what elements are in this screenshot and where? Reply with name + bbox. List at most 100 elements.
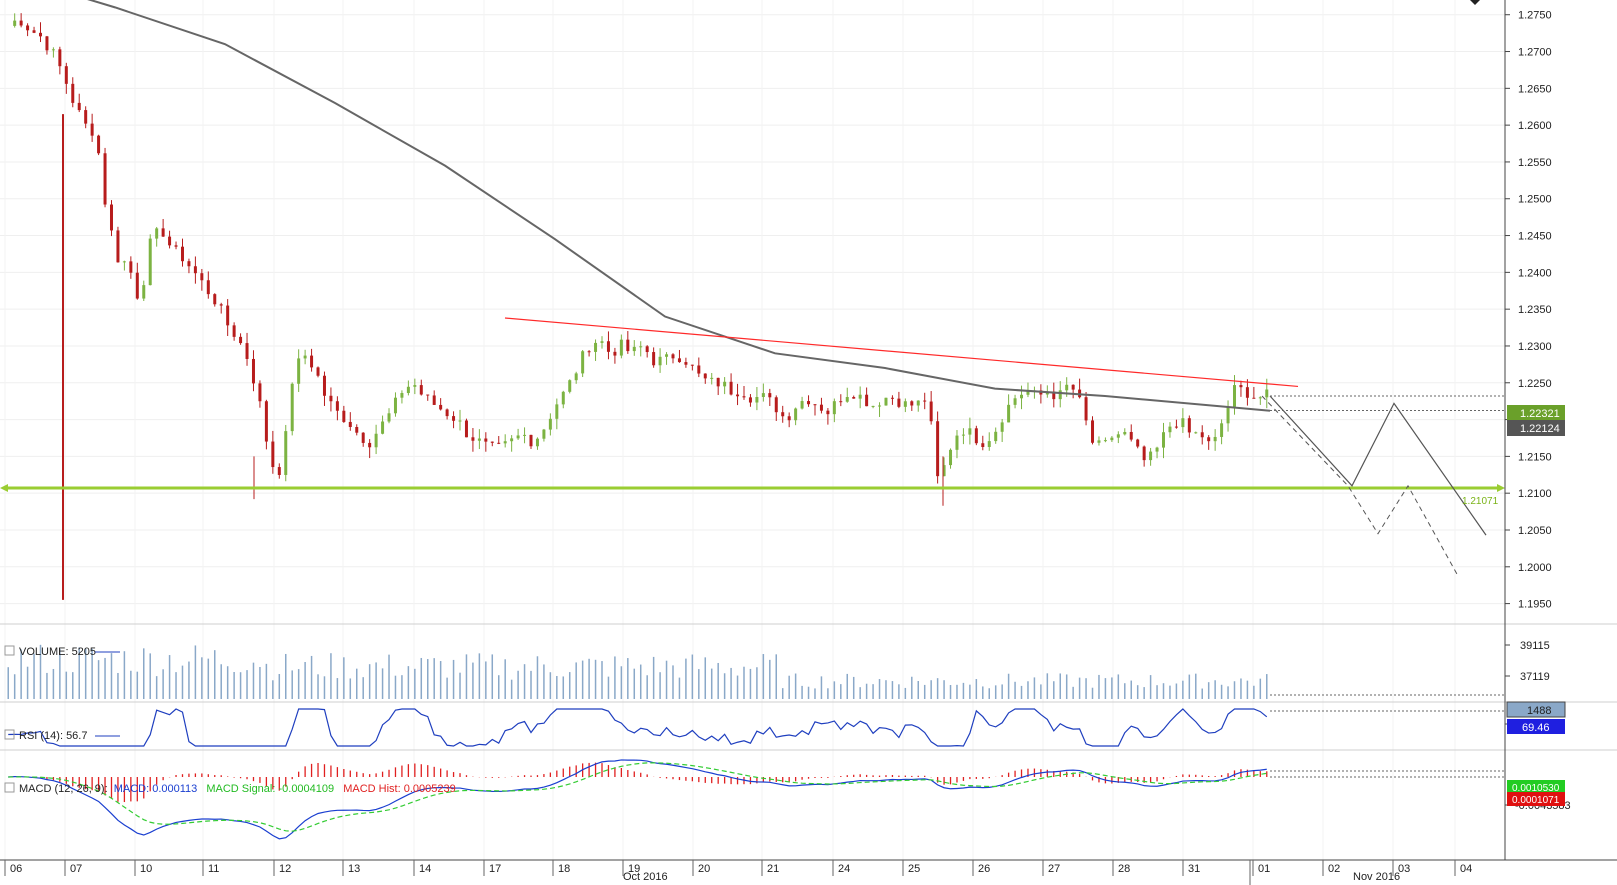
candle-down bbox=[471, 437, 475, 441]
candle-down bbox=[690, 364, 694, 366]
candle-up bbox=[477, 438, 481, 441]
ma-price-label: 1.22124 bbox=[1507, 420, 1565, 436]
candle-down bbox=[813, 404, 817, 406]
candle-down bbox=[200, 273, 204, 281]
candle-up bbox=[761, 393, 765, 397]
candle-up bbox=[387, 413, 391, 422]
candle-up bbox=[658, 356, 662, 366]
candle-down bbox=[819, 404, 823, 411]
candle-down bbox=[897, 398, 901, 407]
candle-down bbox=[264, 401, 268, 442]
candle-down bbox=[168, 236, 172, 246]
price-tick-label: 1.2500 bbox=[1518, 194, 1552, 206]
price-tick-label: 1.2250 bbox=[1518, 378, 1552, 390]
candle-down bbox=[180, 246, 184, 262]
candle-up bbox=[122, 261, 126, 263]
candle-up bbox=[1103, 440, 1107, 442]
candle-down bbox=[1187, 418, 1191, 433]
price-tick-label: 1.1950 bbox=[1518, 599, 1552, 611]
candle-down bbox=[348, 421, 352, 428]
candle-up bbox=[871, 405, 875, 407]
candle-up bbox=[600, 341, 604, 343]
macd-legend-macd: MACD: 0.000113 bbox=[114, 783, 198, 795]
candle-up bbox=[523, 434, 527, 436]
candle-up bbox=[884, 397, 888, 406]
candle-down bbox=[1071, 384, 1075, 390]
candle-up bbox=[284, 431, 288, 475]
candle-up bbox=[994, 431, 998, 442]
volume-legend-label: VOLUME: 5205 bbox=[19, 646, 96, 658]
date-tick-label: 01 bbox=[1258, 863, 1270, 875]
rsi-collapse-icon[interactable] bbox=[4, 729, 15, 740]
price-tick-label: 1.2150 bbox=[1518, 451, 1552, 463]
candle-up bbox=[723, 381, 727, 387]
candle-down bbox=[361, 432, 365, 443]
candle-down bbox=[671, 354, 675, 359]
rsi-last-value: 69.46 bbox=[1522, 722, 1550, 734]
candle-down bbox=[445, 409, 449, 417]
candle-down bbox=[129, 261, 133, 273]
candle-down bbox=[587, 351, 591, 353]
price-tick-label: 1.2700 bbox=[1518, 47, 1552, 59]
price-tick-label: 1.2550 bbox=[1518, 157, 1552, 169]
candle-down bbox=[923, 400, 927, 402]
candle-up bbox=[574, 373, 578, 381]
date-tick-label: 21 bbox=[767, 863, 779, 875]
candle-up bbox=[1026, 390, 1030, 395]
price-tick-label: 1.2000 bbox=[1518, 562, 1552, 574]
candle-up bbox=[878, 405, 882, 407]
candle-down bbox=[1084, 397, 1088, 421]
candle-up bbox=[51, 49, 55, 51]
candle-down bbox=[316, 367, 320, 376]
candle-up bbox=[503, 441, 507, 444]
candle-up bbox=[955, 435, 959, 450]
candle-down bbox=[839, 401, 843, 403]
candle-up bbox=[400, 393, 404, 398]
candle-up bbox=[13, 20, 17, 26]
candle-down bbox=[97, 135, 101, 154]
candle-down bbox=[419, 385, 423, 395]
candle-down bbox=[807, 401, 811, 405]
candle-down bbox=[652, 352, 656, 366]
date-tick-label: 11 bbox=[208, 863, 219, 875]
candle-down bbox=[19, 20, 23, 26]
candle-down bbox=[342, 410, 346, 422]
candle-up bbox=[832, 401, 836, 415]
candle-down bbox=[826, 410, 830, 415]
candle-up bbox=[949, 449, 953, 466]
candle-up bbox=[581, 351, 585, 374]
date-tick-label: 07 bbox=[70, 863, 82, 875]
price-tick-label: 1.2450 bbox=[1518, 231, 1552, 243]
candle-down bbox=[677, 358, 681, 363]
price-tick-label: 1.2750 bbox=[1518, 10, 1552, 22]
date-tick-label: 27 bbox=[1048, 863, 1060, 875]
candle-down bbox=[910, 401, 914, 406]
candle-down bbox=[103, 153, 107, 205]
candle-down bbox=[742, 396, 746, 398]
candle-down bbox=[606, 341, 610, 352]
macd-collapse-icon[interactable] bbox=[4, 782, 15, 793]
volume-collapse-icon[interactable] bbox=[4, 645, 15, 656]
date-tick-label: 10 bbox=[140, 863, 152, 875]
candle-down bbox=[90, 123, 94, 136]
candle-up bbox=[710, 377, 714, 379]
candle-down bbox=[936, 421, 940, 477]
candle-up bbox=[639, 346, 643, 348]
candle-down bbox=[116, 230, 120, 263]
macd-hist-box-label: 0.0001071 bbox=[1507, 792, 1565, 806]
menu-chevron-down-icon[interactable] bbox=[1470, 0, 1480, 5]
candle-down bbox=[322, 375, 326, 396]
date-tick-label: 14 bbox=[419, 863, 431, 875]
candle-up bbox=[755, 396, 759, 403]
candle-up bbox=[1194, 432, 1198, 434]
candle-down bbox=[929, 401, 933, 422]
date-tick-label: 19 bbox=[628, 863, 640, 875]
candle-up bbox=[1258, 397, 1262, 399]
macd-legend-prefix: MACD (12, 26, 9): bbox=[19, 783, 108, 795]
date-tick-label: 26 bbox=[978, 863, 990, 875]
volume-last-label: 1488 bbox=[1506, 701, 1566, 718]
candle-down bbox=[1129, 431, 1133, 440]
support-left-arrow-icon bbox=[0, 484, 8, 493]
